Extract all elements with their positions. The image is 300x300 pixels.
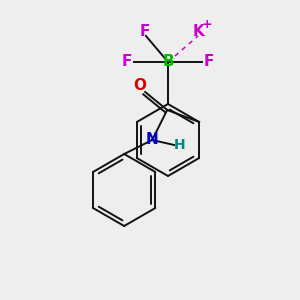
Text: O: O <box>134 79 147 94</box>
Text: H: H <box>173 138 185 152</box>
Text: N: N <box>146 133 159 148</box>
Text: B: B <box>162 55 174 70</box>
Text: F: F <box>140 23 150 38</box>
Text: K: K <box>192 23 204 38</box>
Text: F: F <box>122 55 132 70</box>
Text: +: + <box>202 19 212 32</box>
Text: F: F <box>204 55 214 70</box>
